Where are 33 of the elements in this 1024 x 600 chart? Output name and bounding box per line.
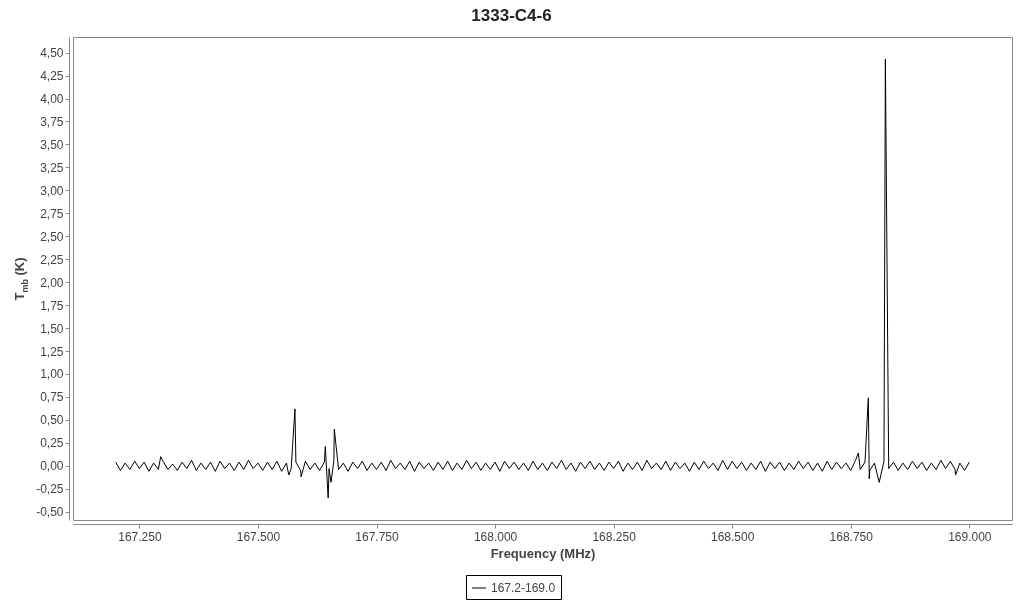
y-tick-label: 3,50 xyxy=(40,137,64,152)
y-tick-label: 1,75 xyxy=(40,298,64,313)
y-tick-label: 0,75 xyxy=(40,390,64,405)
y-tick-label: 2,25 xyxy=(40,252,64,267)
x-tick-label: 168.000 xyxy=(473,529,518,544)
y-tick-label: 1,50 xyxy=(40,321,64,336)
y-tick-label: 3,25 xyxy=(40,160,64,175)
y-tick-label: 4,50 xyxy=(40,46,64,61)
y-tick-label: 2,00 xyxy=(40,275,64,290)
x-tick-label: 168.750 xyxy=(829,529,874,544)
x-tick-label: 169.000 xyxy=(948,529,992,544)
x-tick-label: 168.250 xyxy=(592,529,637,544)
x-tick-label: 167.750 xyxy=(355,529,400,544)
chart-title: 1333-C4-6 xyxy=(471,6,552,25)
x-axis-title: Frequency (MHz) xyxy=(490,545,596,561)
y-tick-label: 1,25 xyxy=(40,344,64,359)
line-series xyxy=(115,58,970,499)
legend-label: 167.2-169.0 xyxy=(491,581,556,595)
y-tick-label: -0,50 xyxy=(36,505,64,520)
y-tick-label: 3,00 xyxy=(40,183,64,198)
x-tick-label: 167.500 xyxy=(236,529,281,544)
y-tick-label: 2,50 xyxy=(40,229,64,244)
x-tick-label: 168.500 xyxy=(711,529,755,544)
x-tick-label: 167.250 xyxy=(118,529,162,544)
y-tick-label: 2,75 xyxy=(40,206,64,221)
y-tick-label: 3,75 xyxy=(40,114,64,129)
y-tick-label: 4,25 xyxy=(40,69,64,84)
y-tick-label: 0,50 xyxy=(40,413,64,428)
y-tick-label: -0,25 xyxy=(36,482,64,497)
y-tick-label: 0,00 xyxy=(40,459,64,474)
y-tick-label: 4,00 xyxy=(40,92,64,107)
y-tick-label: 1,00 xyxy=(40,367,64,382)
y-tick-label: 0,25 xyxy=(40,436,64,451)
